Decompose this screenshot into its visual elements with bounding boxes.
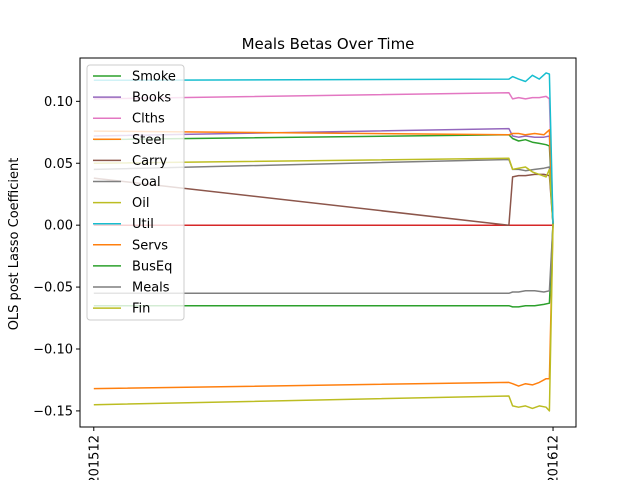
series-line-fin	[93, 223, 554, 412]
x-axis-ticks: 201512 201612	[87, 427, 562, 480]
series-line-util	[93, 72, 554, 224]
chart-title: Meals Betas Over Time	[242, 35, 415, 53]
legend-box	[86, 64, 185, 321]
y-tick-label: −0.05	[33, 281, 73, 296]
series-line-clths	[93, 91, 554, 224]
series-line-meals	[93, 223, 554, 295]
series-line-steel	[93, 129, 554, 224]
legend-label-clths: Clths	[132, 112, 165, 127]
y-axis-ticks: −0.15 −0.10 −0.05 0.00 0.05 0.10	[33, 95, 80, 419]
y-tick-label: 0.05	[44, 157, 73, 172]
legend-label-util: Util	[132, 217, 154, 232]
legend-label-carry: Carry	[132, 154, 168, 169]
y-axis-label: OLS post Lasso Coefficient	[7, 158, 22, 331]
series-line-books	[93, 127, 554, 224]
legend-label-fin: Fin	[132, 302, 150, 317]
legend-label-oil: Oil	[132, 196, 149, 211]
y-tick-label: 0.00	[44, 219, 73, 234]
legend-label-steel: Steel	[132, 133, 165, 148]
legend-label-coal: Coal	[132, 175, 161, 190]
legend: Smoke Books Clths Steel Carry Coal Oil Util Serv…	[86, 64, 185, 321]
series-line-oil	[93, 157, 554, 224]
y-tick-label: −0.15	[33, 404, 73, 419]
legend-label-smoke: Smoke	[132, 70, 176, 85]
series-line-smoke	[93, 134, 554, 224]
legend-label-meals: Meals	[132, 281, 170, 296]
x-tick-label: 201612	[547, 435, 562, 480]
x-tick-label: 201512	[87, 435, 102, 480]
series-line-buseq	[93, 223, 554, 308]
legend-label-books: Books	[132, 91, 171, 106]
series-line-servs	[93, 223, 554, 390]
plot-lines	[93, 72, 554, 412]
legend-label-servs: Servs	[132, 238, 168, 253]
y-tick-label: 0.10	[44, 95, 73, 110]
plot-frame	[79, 57, 577, 428]
y-tick-label: −0.10	[33, 342, 73, 357]
legend-label-buseq: BusEq	[132, 259, 172, 274]
